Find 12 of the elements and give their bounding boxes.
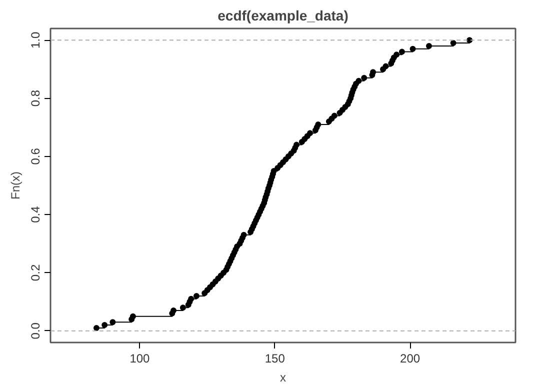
y-tick-label: 0.0 — [28, 322, 42, 340]
y-tick-label: 0.2 — [28, 264, 42, 282]
x-tick-label: 150 — [264, 352, 286, 366]
chart-title: ecdf(example_data) — [218, 8, 348, 24]
y-tick-label: 1.0 — [28, 31, 42, 48]
y-tick-label: 0.6 — [28, 148, 42, 165]
x-tick-label: 200 — [400, 352, 420, 366]
x-axis-title: x — [280, 370, 286, 384]
y-axis-title: Fn(x) — [8, 172, 22, 200]
y-tick-label: 0.8 — [28, 90, 42, 107]
x-tick-label: 100 — [130, 352, 150, 366]
y-tick-label: 0.4 — [28, 206, 42, 223]
